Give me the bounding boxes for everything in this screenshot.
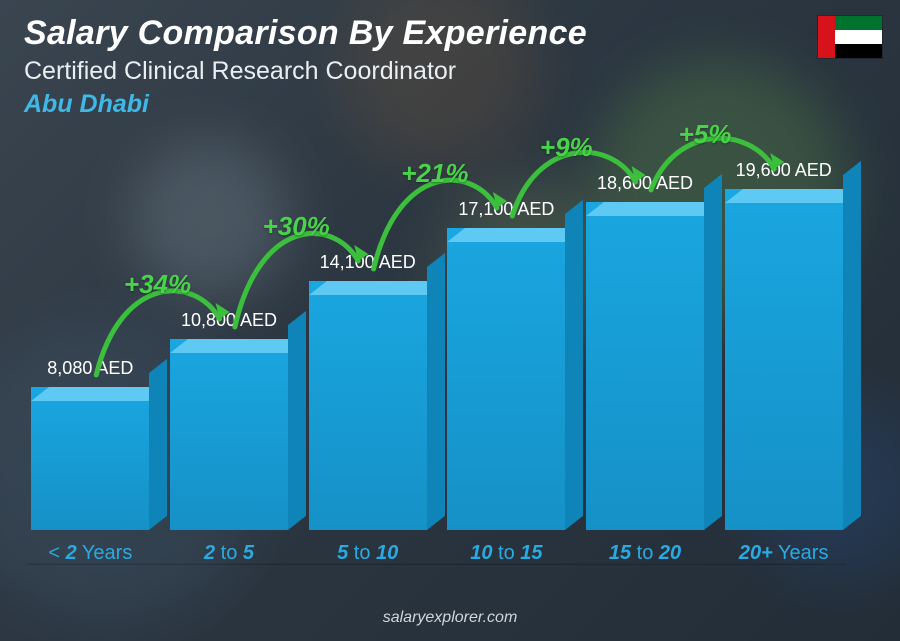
x-axis-label: 10 to 15 (470, 542, 542, 565)
bar-slot: 19,600 AED 20+ Years (721, 160, 846, 565)
bar-top-face (309, 281, 445, 295)
page-subtitle: Certified Clinical Research Coordinator (24, 57, 876, 86)
infographic-canvas: Salary Comparison By Experience Certifie… (0, 0, 900, 641)
bar-slot: 17,100 AED 10 to 15 (444, 160, 569, 565)
delta-percent-label: +9% (540, 132, 593, 163)
x-axis-label: 20+ Years (739, 542, 829, 565)
bar-chart: 8,080 AED < 2 Years 10,800 AED 2 to 5 14,100… (28, 160, 846, 565)
uae-flag-icon (818, 16, 882, 58)
x-axis-label: 5 to 10 (337, 542, 398, 565)
flag-hoist (818, 16, 835, 58)
bar-side-face (427, 253, 445, 530)
bar-front-face (309, 281, 427, 530)
chart-baseline (28, 563, 846, 565)
x-axis-label: 2 to 5 (204, 542, 254, 565)
location-label: Abu Dhabi (24, 90, 876, 119)
bar-top-face (586, 202, 722, 216)
x-axis-label: 15 to 20 (609, 542, 681, 565)
bar (725, 189, 843, 530)
bar-value-label: 19,600 AED (736, 160, 832, 181)
bar-side-face (565, 200, 583, 530)
bar-slot: 14,100 AED 5 to 10 (305, 160, 430, 565)
bar-front-face (170, 339, 288, 530)
bar-top-face (170, 339, 306, 353)
bar-top-face (447, 228, 583, 242)
bar-side-face (288, 311, 306, 530)
bar-value-label: 10,800 AED (181, 310, 277, 331)
header: Salary Comparison By Experience Certifie… (24, 14, 876, 119)
bar (31, 387, 149, 530)
bar-value-label: 14,100 AED (320, 252, 416, 273)
bar-slot: 18,600 AED 15 to 20 (583, 160, 708, 565)
bar-front-face (586, 202, 704, 530)
bar (309, 281, 427, 530)
bar-top-face (31, 387, 167, 401)
page-title: Salary Comparison By Experience (24, 14, 876, 53)
bar (586, 202, 704, 530)
bar-front-face (31, 387, 149, 530)
bar-value-label: 17,100 AED (458, 199, 554, 220)
bar-side-face (149, 359, 167, 530)
bar-slot: 10,800 AED 2 to 5 (167, 160, 292, 565)
bar (170, 339, 288, 530)
bar-slot: 8,080 AED < 2 Years (28, 160, 153, 565)
bar-side-face (843, 161, 861, 530)
footer-attribution: salaryexplorer.com (0, 609, 900, 627)
bar-front-face (725, 189, 843, 530)
bar-top-face (725, 189, 861, 203)
bar (447, 228, 565, 530)
x-axis-label: < 2 Years (48, 542, 132, 565)
bar-front-face (447, 228, 565, 530)
bar-value-label: 18,600 AED (597, 173, 693, 194)
bar-side-face (704, 174, 722, 530)
bar-value-label: 8,080 AED (47, 358, 133, 379)
bars-container: 8,080 AED < 2 Years 10,800 AED 2 to 5 14,100… (28, 160, 846, 565)
